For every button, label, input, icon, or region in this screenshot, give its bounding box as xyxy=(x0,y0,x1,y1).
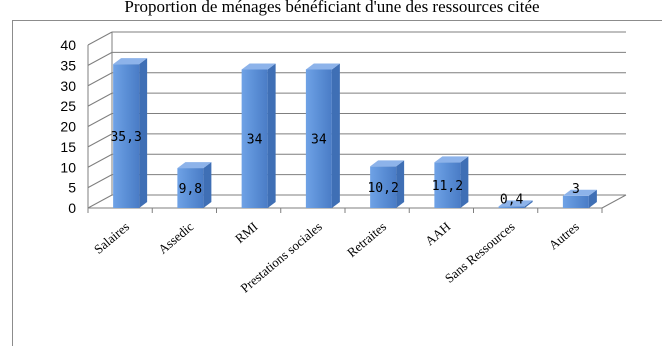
category-label: Assedic xyxy=(155,219,196,257)
gridline-side xyxy=(87,194,113,209)
bar-front xyxy=(305,69,332,208)
bar-front xyxy=(113,64,140,208)
bar-side xyxy=(267,63,276,209)
bar-front xyxy=(177,168,204,208)
category-label: Autres xyxy=(546,219,582,253)
bar-front xyxy=(434,162,461,208)
data-label: 10,2 xyxy=(367,181,398,196)
gridline-side xyxy=(87,174,113,189)
bar-side xyxy=(331,63,340,209)
bar-top xyxy=(177,162,212,169)
y-tick-label: 5 xyxy=(68,180,76,196)
bar xyxy=(241,63,276,209)
bar-front xyxy=(562,195,589,208)
y-tick-label: 40 xyxy=(60,37,76,53)
data-label: 3 xyxy=(572,182,580,197)
floor-right-edge xyxy=(601,194,627,209)
data-label: 0,4 xyxy=(500,192,524,207)
bar-side xyxy=(588,189,597,208)
y-tick-label: 30 xyxy=(60,78,76,94)
bar-top xyxy=(370,160,405,167)
gridline-side xyxy=(87,113,113,127)
bar xyxy=(434,156,469,208)
y-tick-label: 25 xyxy=(60,98,76,114)
grid xyxy=(87,31,626,209)
bar xyxy=(305,63,340,209)
data-label: 35,3 xyxy=(110,130,141,145)
bar-top xyxy=(562,189,597,196)
bar xyxy=(498,200,533,208)
bar xyxy=(370,160,405,208)
bar-top xyxy=(498,200,533,207)
gridline-side xyxy=(87,153,113,168)
gridline-side xyxy=(87,133,113,148)
bar-side xyxy=(524,200,533,208)
bar-front xyxy=(241,69,268,208)
data-label: 9,8 xyxy=(179,182,202,197)
bar-side xyxy=(139,58,148,209)
bar xyxy=(177,162,212,208)
axes xyxy=(87,32,627,213)
bars xyxy=(113,58,597,209)
bar-front xyxy=(498,206,525,208)
category-label: Salaires xyxy=(91,219,132,257)
bar-top xyxy=(305,63,340,70)
category-label: AAH xyxy=(422,219,453,249)
y-tick-label: 35 xyxy=(60,57,76,73)
data-label: 34 xyxy=(247,133,263,148)
category-label: Sans Ressources xyxy=(442,219,518,286)
category-label: RMI xyxy=(232,219,260,246)
bar xyxy=(113,58,148,209)
bar xyxy=(562,189,597,208)
chart-frame xyxy=(12,20,662,346)
bar-top xyxy=(434,156,469,163)
bar-side xyxy=(203,162,212,208)
y-tick-label: 15 xyxy=(60,139,76,155)
bar-side xyxy=(460,156,469,208)
y-tick-label: 0 xyxy=(68,200,76,216)
bar-side xyxy=(396,160,405,208)
bar-top xyxy=(241,63,276,70)
gridline-side xyxy=(87,72,113,87)
data-label: 11,2 xyxy=(432,179,463,194)
gridline-side xyxy=(87,31,113,46)
gridline-side xyxy=(87,92,113,107)
y-tick-label: 20 xyxy=(60,119,76,135)
category-label: Retraites xyxy=(344,219,389,260)
data-label: 34 xyxy=(311,133,327,148)
bar-front xyxy=(370,166,397,208)
chart-title: Proportion de ménages bénéficiant d'une … xyxy=(124,0,540,16)
bar-top xyxy=(113,58,148,65)
gridline-side xyxy=(87,51,113,66)
y-tick-label: 10 xyxy=(60,159,76,175)
